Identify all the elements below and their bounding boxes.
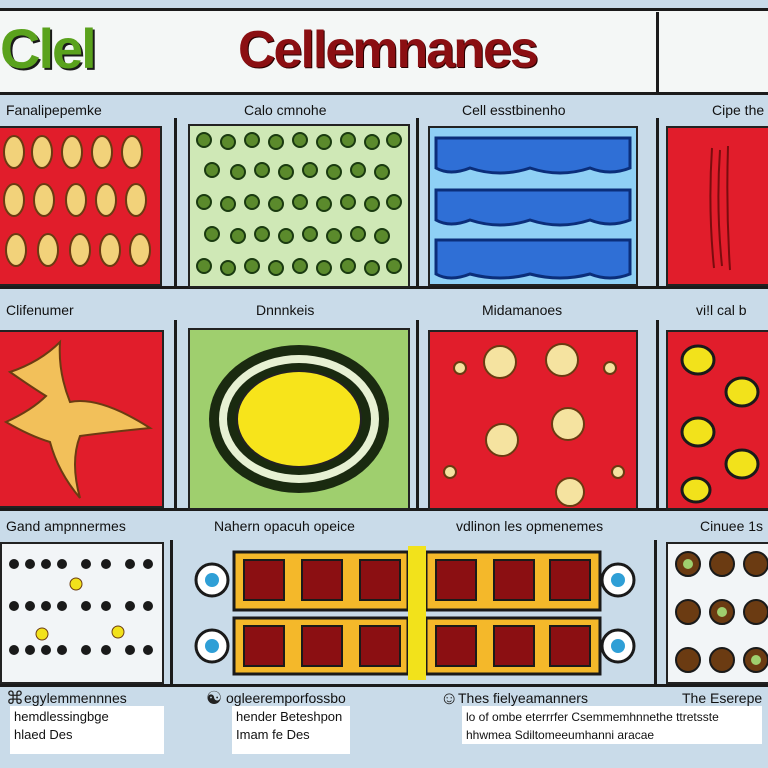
footer-1-line-1: hemdlessingbge (14, 709, 109, 724)
row1-label-4: Cipe the (712, 102, 765, 118)
panel-star-cell (0, 330, 164, 508)
panel-compartments (192, 546, 640, 680)
grid-line (656, 320, 659, 508)
footer-2-box: hender Beteshpon Imam fe Des (232, 706, 350, 754)
row3-label-3: vdlinon les opmenemes (456, 518, 604, 534)
panel-patterned-cells (0, 542, 164, 684)
panel-ring-cells (666, 542, 768, 684)
grid-line (0, 92, 768, 95)
footer-1-box: hemdlessingbge hlaed Des (10, 706, 164, 754)
row3-label-1: Gand ampnnermes (6, 518, 126, 534)
footer-1-line-2: hlaed Des (14, 727, 73, 742)
grid-line (656, 118, 659, 286)
row1-label-3: Cell esstbinenho (462, 102, 566, 118)
grid-line (416, 118, 419, 286)
panel-blue-layers (428, 126, 638, 286)
footer-4-heading: The Eserepe (682, 690, 763, 706)
title-band (0, 10, 768, 92)
row3-label-2: Nahern opacuh opeice (214, 518, 355, 534)
grid-line (654, 540, 657, 684)
grid-line (174, 320, 177, 508)
row1-label-2: Calo cmnohe (244, 102, 327, 118)
row2-label-1: Clifenumer (6, 302, 74, 318)
footer-3-heading: Thes fielyeamanners (458, 690, 588, 706)
grid-line (656, 12, 659, 92)
panel-nucleus (188, 328, 410, 510)
grid-line (170, 540, 173, 684)
row2-label-2: Dnnnkeis (256, 302, 315, 318)
row3-label-4: Cinuee 1s (700, 518, 764, 534)
grid-line (174, 118, 177, 286)
footer-3-line-2: hhwmea Sdiltomeeumhanni aracae (466, 728, 655, 742)
footer-3-icon: ☺ (440, 688, 459, 708)
footer-1-heading: egylemmennnes (24, 690, 127, 706)
row1-label-1: Fanalipepemke (6, 102, 102, 118)
footer-2-line-2: Imam fe Des (236, 727, 310, 742)
grid-line (416, 320, 419, 508)
footer-3-line-1: lo of ombe eterrrfer Csemmemhnnethe ttre… (466, 710, 719, 724)
panel-organelles (666, 330, 768, 510)
row2-label-3: Midamanoes (482, 302, 563, 318)
row2-label-4: vi!l cal b (696, 302, 747, 318)
footer-2-heading: ogleeremporfossbo (226, 690, 346, 706)
footer-3-box: lo of ombe eterrrfer Csemmemhnnethe ttre… (462, 706, 762, 744)
footer-1-icon: ⌘ (6, 688, 24, 708)
panel-yellow-cells (0, 126, 162, 286)
panel-granules (428, 330, 638, 510)
grid-line (0, 8, 768, 11)
panel-red-strands (666, 126, 768, 286)
grid-line (0, 684, 768, 687)
panel-green-cells (188, 124, 410, 288)
page-title: Cellemnanes (238, 21, 539, 79)
footer-2-icon: ☯ (206, 688, 223, 708)
footer-2-line-1: hender Beteshpon (236, 709, 343, 724)
title-left: Clel (0, 17, 97, 80)
